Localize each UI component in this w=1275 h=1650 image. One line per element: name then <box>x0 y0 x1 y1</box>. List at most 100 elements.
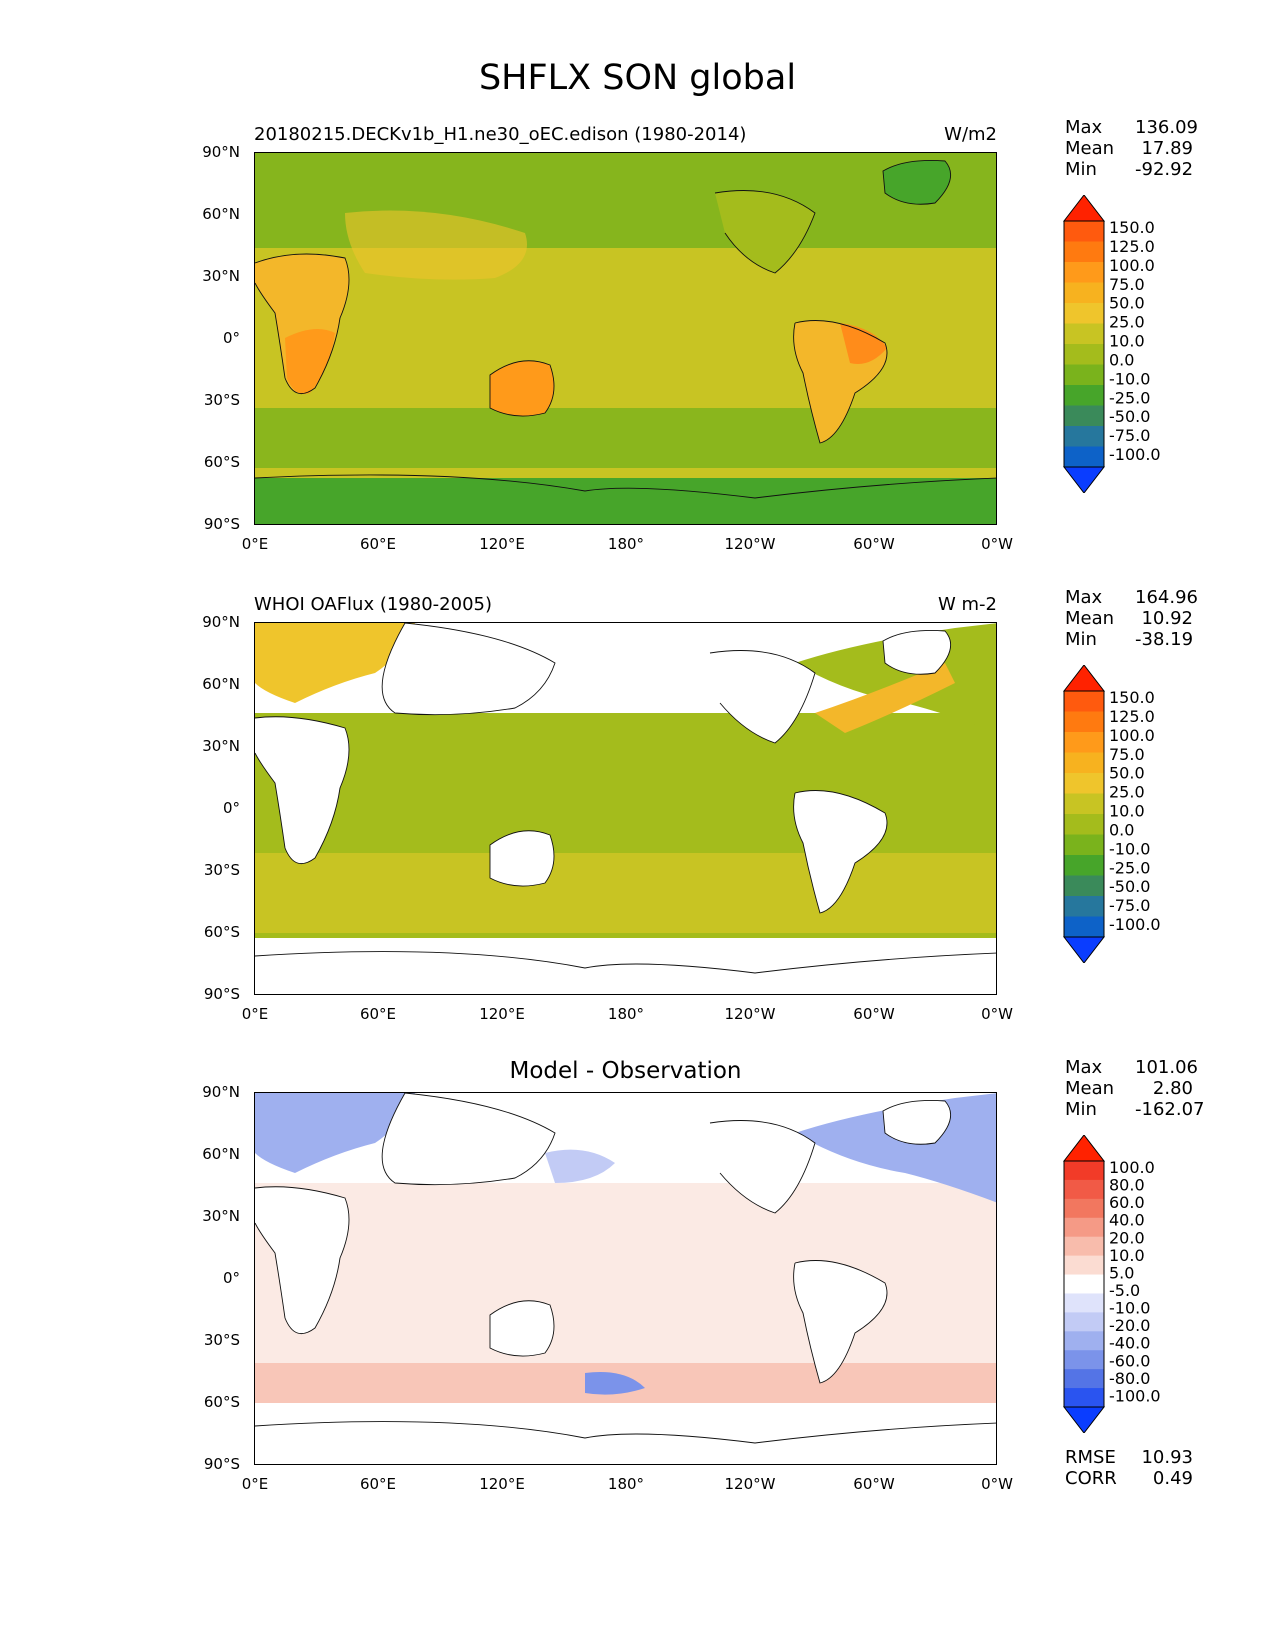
stat-value: 136.09 <box>1135 117 1198 138</box>
stat-row: Min -92.92 <box>1065 159 1193 180</box>
colorbar-bin <box>1064 1161 1104 1181</box>
colorbar-level-label: 150.0 <box>1109 688 1155 707</box>
panel2-stats: Max 164.96 Mean 10.92 Min -38.19 <box>1065 587 1198 650</box>
colorbar-bin <box>1064 1217 1104 1238</box>
colorbar-level-label: 0.0 <box>1109 350 1134 369</box>
colorbar-level-label: 25.0 <box>1109 783 1145 802</box>
panel3-stats: Max 101.06 Mean 2.80 Min -162.07 <box>1065 1057 1205 1120</box>
panel1-lon-tick: 60°E <box>359 535 397 553</box>
panel2-lat-tick: 30°N <box>202 737 240 755</box>
panel2-south-america-land <box>793 790 887 913</box>
panel3-lon-tick: 60°W <box>853 1475 895 1493</box>
colorbar-level-label: -80.0 <box>1109 1369 1150 1388</box>
panel2-greenland-land <box>883 630 951 675</box>
panel2-lon-tick: 180° <box>607 1005 645 1023</box>
panel1-lon-tick: 120°W <box>724 535 776 553</box>
colorbar-bin <box>1064 1179 1104 1200</box>
panel1-lat-tick: 60°N <box>202 205 240 223</box>
panel1-map <box>254 152 997 525</box>
panel1-north-america <box>715 190 815 273</box>
stat-value: -162.07 <box>1135 1099 1205 1120</box>
colorbar-extend-min <box>1062 936 1106 964</box>
colorbar-bin <box>1064 1350 1104 1370</box>
stat-row: Min -162.07 <box>1065 1099 1205 1120</box>
panel3-lat-tick: 90°S <box>203 1455 240 1473</box>
colorbar-level-label: 125.0 <box>1109 707 1155 726</box>
stat-value: 164.96 <box>1135 587 1198 608</box>
panel3-lon-tick: 0°W <box>981 1475 1013 1493</box>
figure-title: SHFLX SON global <box>478 58 797 98</box>
colorbar-bin <box>1064 1274 1104 1294</box>
stat-value: 17.89 <box>1141 138 1193 159</box>
colorbar-bin <box>1064 446 1104 468</box>
colorbar-bin <box>1064 241 1104 263</box>
colorbar-bin <box>1064 814 1104 835</box>
stat-name: Mean <box>1065 1078 1115 1099</box>
panel3-colorbar: 100.0 80.0 60.0 40.0 20.0 10.0 5.0 -5.0 -10.0 -20… <box>1062 1134 1182 1434</box>
colorbar-frame <box>1063 1160 1105 1408</box>
colorbar-bin <box>1064 282 1104 304</box>
colorbar-bin <box>1064 385 1104 406</box>
panel1-lon-tick: 180° <box>607 535 645 553</box>
colorbar-level-label: 100.0 <box>1109 1158 1155 1177</box>
panel2-antarctica-mask <box>255 938 996 994</box>
colorbar-level-label: -50.0 <box>1109 877 1150 896</box>
panel1-lat-tick: 90°S <box>203 515 240 533</box>
panel3-lon-tick: 0°E <box>241 1475 269 1493</box>
colorbar-bin <box>1064 1236 1104 1257</box>
colorbar-level-label: 100.0 <box>1109 256 1155 275</box>
colorbar-level-label: 25.0 <box>1109 313 1145 332</box>
stat-row: Max 164.96 <box>1065 587 1198 608</box>
stat-value: 10.92 <box>1141 608 1193 629</box>
colorbar-frame <box>1063 220 1105 468</box>
panel2-australia-land <box>490 830 554 887</box>
stat-name: Mean <box>1065 138 1115 159</box>
panel1-lat-tick: 30°N <box>202 267 240 285</box>
panel2-coastlines <box>255 623 996 974</box>
panel3-lat-tick: 90°N <box>202 1083 240 1101</box>
stat-row: Max 101.06 <box>1065 1057 1198 1078</box>
panel3-australia-land <box>490 1300 554 1357</box>
panel2-lon-tick: 0°E <box>241 1005 269 1023</box>
colorbar-level-label: -10.0 <box>1109 369 1150 388</box>
panel2-lon-tick: 0°W <box>981 1005 1013 1023</box>
colorbar-bin <box>1064 732 1104 753</box>
stat-value: -38.19 <box>1135 629 1194 650</box>
colorbar-level-label: -100.0 <box>1109 445 1161 464</box>
panel1-title: 20180215.DECKv1b_H1.ne30_oEC.edison (198… <box>254 124 747 145</box>
panel3-lat-tick: 30°S <box>203 1331 240 1349</box>
panel1-lat-tick: 0° <box>222 329 240 347</box>
colorbar-bin <box>1064 1369 1104 1389</box>
colorbar-bin <box>1064 875 1104 897</box>
colorbar-level-label: 40.0 <box>1109 1211 1145 1230</box>
panel2-africa-land <box>255 716 349 864</box>
colorbar-extend-min <box>1062 1406 1106 1434</box>
panel1-stats: Max 136.09 Mean 17.89 Min -92.92 <box>1065 117 1198 180</box>
panel3-lat-tick: 60°N <box>202 1145 240 1163</box>
colorbar-svg: 150.0125.0100.075.050.025.010.00.0-10.0-… <box>1062 194 1161 494</box>
colorbar-bin <box>1064 344 1104 365</box>
colorbar-level-label: 20.0 <box>1109 1228 1145 1247</box>
panel3-map <box>254 1092 997 1465</box>
colorbar-bin <box>1064 896 1104 917</box>
panel2-colorbar: 150.0 125.0 100.0 75.0 50.0 25.0 10.0 0.0 -10.0-… <box>1062 664 1182 964</box>
colorbar-level-label: -25.0 <box>1109 858 1150 877</box>
colorbar-extend-min <box>1062 466 1106 494</box>
colorbar-svg: 150.0125.0100.075.050.025.010.00.0-10.0-… <box>1062 664 1161 964</box>
panel3-africa-land <box>255 1186 349 1334</box>
colorbar-bin <box>1064 691 1104 712</box>
colorbar-bin <box>1064 834 1104 856</box>
stat-name: Min <box>1065 629 1097 650</box>
colorbar-bin <box>1064 1198 1104 1219</box>
stat-name: Min <box>1065 159 1097 180</box>
panel3-map-svg <box>255 1093 996 1464</box>
colorbar-bin <box>1064 711 1104 733</box>
panel2-map-svg <box>255 623 996 994</box>
stat-row: Mean 10.92 <box>1065 608 1193 629</box>
panel2-title: WHOI OAFlux (1980-2005) <box>254 594 492 615</box>
colorbar-level-label: 10.0 <box>1109 1246 1145 1265</box>
metric-name: RMSE <box>1065 1447 1116 1468</box>
colorbar-level-label: 50.0 <box>1109 764 1145 783</box>
colorbar-bin <box>1064 1312 1104 1332</box>
panel1-lat-tick: 90°N <box>202 143 240 161</box>
